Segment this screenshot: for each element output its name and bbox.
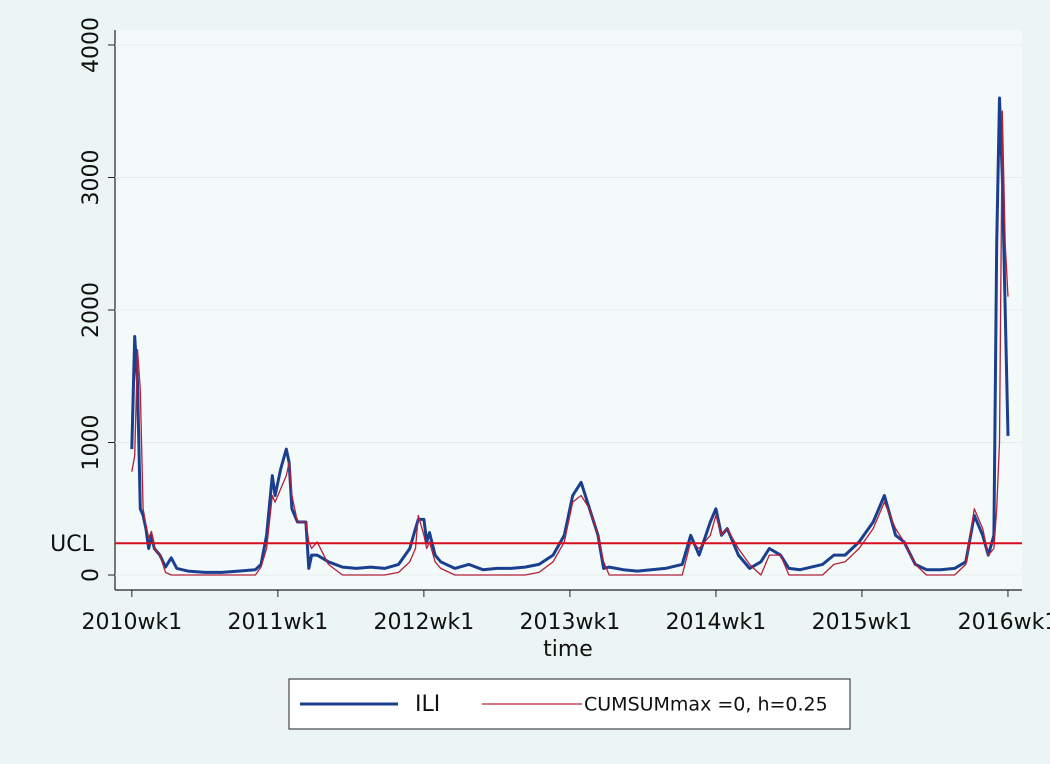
x-tick-label: 2012wk1 [374, 610, 475, 635]
x-tick-label: 2014wk1 [666, 610, 767, 635]
legend-label: ILI [415, 692, 440, 717]
y-tick-label: 0 [79, 568, 104, 582]
y-tick-label: 4000 [79, 17, 104, 73]
x-tick-label: 2011wk1 [228, 610, 329, 635]
x-tick-label: 2015wk1 [812, 610, 913, 635]
x-tick-label: 2010wk1 [81, 610, 182, 635]
y-tick-label: 1000 [79, 415, 104, 471]
x-axis-title: time [543, 637, 593, 662]
y-tick-label: 3000 [79, 149, 104, 205]
legend-label: CUMSUMmax =0, h=0.25 [584, 694, 828, 716]
x-tick-label: 2013wk1 [520, 610, 621, 635]
y-tick-label: 2000 [79, 282, 104, 338]
series-line [131, 110, 1009, 576]
series-line [130, 96, 1010, 574]
ucl-label: UCL [50, 532, 94, 557]
x-tick-label: 2016wk1 [958, 610, 1050, 635]
